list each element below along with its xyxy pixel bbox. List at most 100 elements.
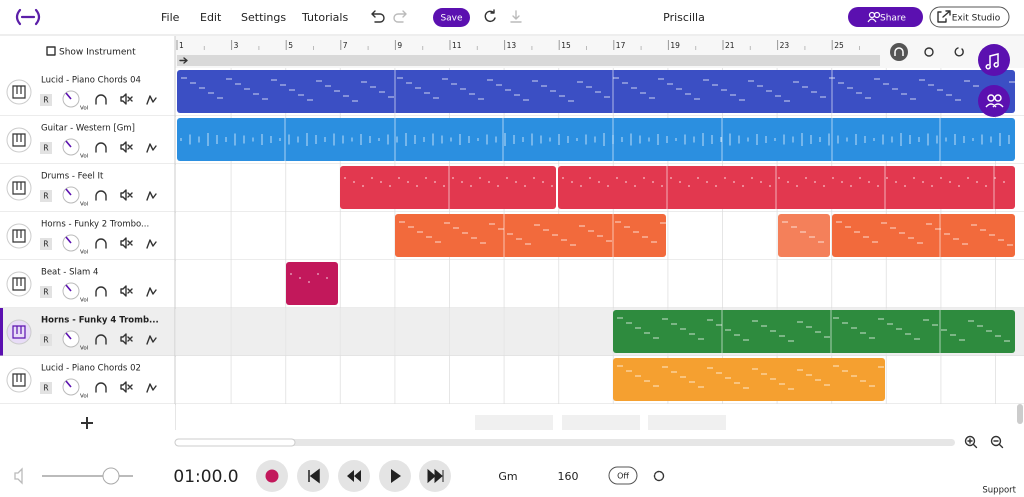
mute-icon[interactable]: [120, 285, 133, 297]
record-arm-label[interactable]: R: [43, 336, 48, 345]
save-button[interactable]: [433, 8, 470, 27]
record-arm-button[interactable]: [40, 142, 52, 154]
metronome-label[interactable]: Off: [617, 472, 629, 481]
menu-tutorials[interactable]: Tutorials: [301, 11, 348, 24]
download-icon[interactable]: [510, 10, 522, 23]
clip[interactable]: [558, 166, 1015, 209]
ghost-button: [562, 415, 640, 430]
settings-small[interactable]: [924, 47, 934, 57]
volume-label: Vol: [80, 346, 89, 352]
track-name[interactable]: Lucid - Piano Chords 04: [41, 76, 141, 86]
automation-icon[interactable]: [146, 239, 157, 249]
metronome-toggle[interactable]: [608, 466, 638, 485]
record-arm-button[interactable]: [40, 94, 52, 106]
record-arm-label[interactable]: R: [43, 240, 48, 249]
volume-label: Vol: [80, 106, 89, 112]
h-scroll-thumb[interactable]: [174, 438, 296, 447]
headphones-icon[interactable]: [95, 286, 107, 297]
sidebar-top: [0, 36, 175, 68]
ghost-button: [648, 415, 726, 430]
automation-icon[interactable]: [146, 95, 157, 105]
selected-indicator: [0, 308, 3, 356]
record-arm-label[interactable]: R: [43, 192, 48, 201]
menu-settings[interactable]: Settings: [241, 11, 286, 24]
clip[interactable]: [613, 310, 1015, 353]
magnet-button[interactable]: [890, 43, 908, 61]
share-button[interactable]: [848, 7, 923, 27]
clip[interactable]: [778, 214, 830, 257]
undo-icon[interactable]: [371, 10, 385, 23]
zoom-in[interactable]: [964, 435, 978, 449]
clip[interactable]: [395, 214, 666, 257]
menu-edit[interactable]: Edit: [200, 11, 222, 24]
loop-bar[interactable]: [177, 55, 880, 66]
loop-arrow: [179, 57, 188, 64]
volume-knob-pointer: [65, 332, 72, 340]
clip[interactable]: [340, 166, 556, 209]
mute-icon[interactable]: [120, 141, 133, 153]
v-scroll-thumb[interactable]: [1017, 404, 1023, 424]
automation-icon[interactable]: [146, 191, 157, 201]
record-arm-label[interactable]: R: [43, 384, 48, 393]
mute-icon[interactable]: [120, 237, 133, 249]
key-display[interactable]: Gm: [498, 470, 517, 483]
automation-icon[interactable]: [146, 335, 157, 345]
track-name[interactable]: Horns - Funky 4 Tromb...: [41, 316, 159, 326]
project-title[interactable]: Priscilla: [663, 11, 705, 24]
headphones-icon[interactable]: [95, 238, 107, 249]
record-arm-button[interactable]: [40, 286, 52, 298]
track-name[interactable]: Guitar - Western [Gm]: [41, 124, 135, 134]
tempo-display[interactable]: 160: [558, 470, 579, 483]
mute-icon[interactable]: [120, 93, 133, 105]
add-track-button[interactable]: [81, 417, 93, 429]
automation-icon[interactable]: [146, 383, 157, 393]
volume-knob-pointer: [65, 92, 72, 100]
collab-button[interactable]: [978, 85, 1010, 117]
loop-small[interactable]: [954, 47, 964, 57]
track-name[interactable]: Drums - Feel It: [41, 172, 104, 182]
record-arm-button[interactable]: [40, 334, 52, 346]
headphones-icon[interactable]: [95, 142, 107, 153]
instruments-button[interactable]: [978, 44, 1010, 76]
mute-icon[interactable]: [120, 381, 133, 393]
clip[interactable]: [286, 262, 338, 305]
mute-icon[interactable]: [120, 189, 133, 201]
instrument-icon: [12, 325, 26, 339]
instrument-icon: [12, 133, 26, 147]
collab-icon: [985, 94, 1004, 108]
headphones-icon[interactable]: [95, 190, 107, 201]
support-link[interactable]: Support: [982, 486, 1016, 496]
record-arm-button[interactable]: [40, 190, 52, 202]
record-arm-button[interactable]: [40, 238, 52, 250]
clip[interactable]: [177, 118, 1015, 161]
track-name[interactable]: Beat - Slam 4: [41, 268, 98, 278]
headphones-icon[interactable]: [95, 94, 107, 105]
track-name[interactable]: Horns - Funky 2 Trombo...: [41, 220, 149, 230]
zoom-out[interactable]: [990, 435, 1004, 449]
headphones-icon[interactable]: [95, 382, 107, 393]
redo-icon[interactable]: [393, 10, 407, 23]
share-label[interactable]: Share: [880, 14, 906, 24]
automation-icon[interactable]: [146, 143, 157, 153]
instrument-icon: [12, 229, 26, 243]
record-arm-button[interactable]: [40, 382, 52, 394]
track-name[interactable]: Lucid - Piano Chords 02: [41, 364, 141, 374]
automation-icon[interactable]: [146, 287, 157, 297]
record-arm-label[interactable]: R: [43, 144, 48, 153]
clip[interactable]: [832, 214, 1015, 257]
exit-icon: [937, 10, 951, 23]
h-scrollbar[interactable]: [175, 439, 955, 446]
show-instrument[interactable]: Show Instrument: [59, 48, 136, 58]
exit-label[interactable]: Exit Studio: [952, 14, 1001, 24]
logo[interactable]: [15, 8, 41, 26]
clip[interactable]: [613, 358, 885, 401]
save-label[interactable]: Save: [440, 14, 463, 24]
master-volume-knob[interactable]: [102, 467, 120, 485]
record-arm-label[interactable]: R: [43, 288, 48, 297]
menu-file[interactable]: File: [161, 11, 180, 24]
headphones-icon[interactable]: [95, 334, 107, 345]
refresh-icon[interactable]: [484, 9, 496, 23]
transport-settings[interactable]: [653, 470, 665, 482]
record-arm-label[interactable]: R: [43, 96, 48, 105]
mute-icon[interactable]: [120, 333, 133, 345]
